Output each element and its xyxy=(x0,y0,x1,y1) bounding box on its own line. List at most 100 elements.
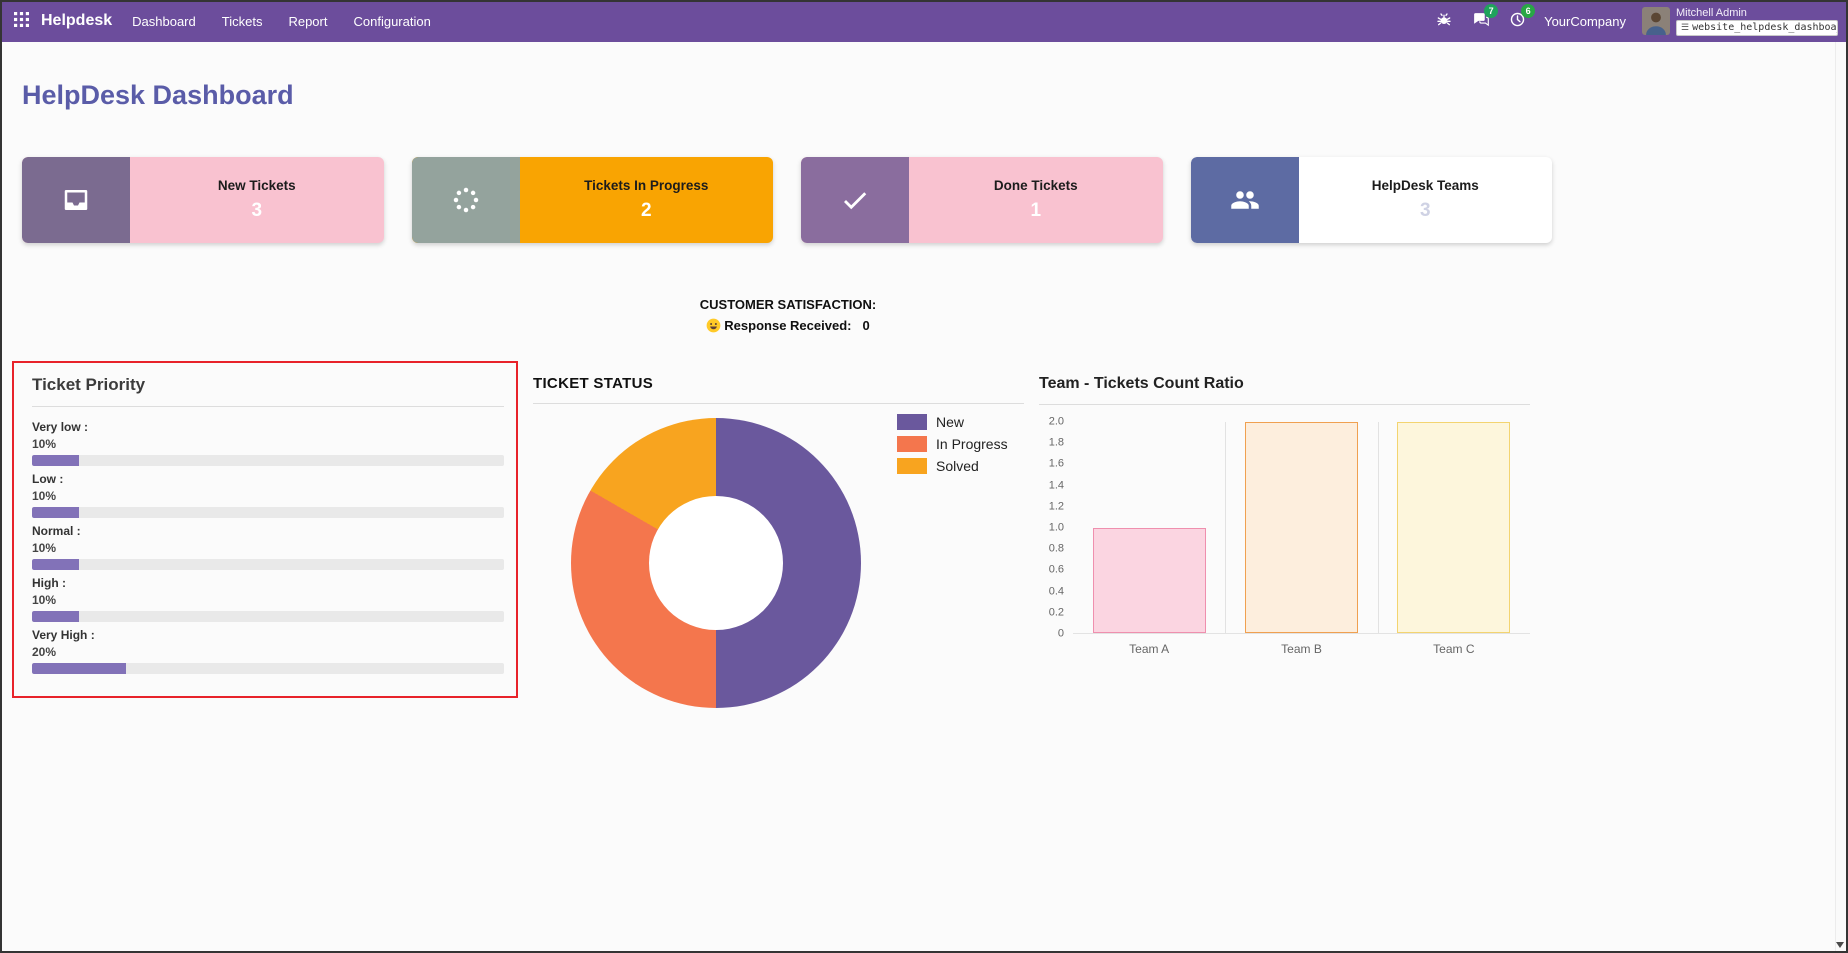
apps-menu-button[interactable] xyxy=(12,8,37,34)
priority-label: Low : xyxy=(32,472,64,486)
priority-progressbar xyxy=(32,663,504,674)
satisfaction-value: 0 xyxy=(862,318,870,333)
priority-label: High : xyxy=(32,576,66,590)
bug-icon xyxy=(1436,12,1452,31)
priority-item: Normal : 10% xyxy=(32,524,504,570)
y-tick-label: 0.4 xyxy=(1048,585,1064,598)
priority-percent: 10% xyxy=(32,437,57,451)
y-tick-label: 1.8 xyxy=(1048,436,1064,449)
ratio-plot[interactable] xyxy=(1073,422,1530,634)
priority-item: Low : 10% xyxy=(32,472,504,518)
messages-badge: 7 xyxy=(1484,4,1499,18)
messages-button[interactable]: 7 xyxy=(1470,4,1499,33)
user-name: Mitchell Admin xyxy=(1676,6,1747,19)
panels-row: Ticket Priority Very low : 10% Low : 10%… xyxy=(12,361,1530,708)
nav-item-configuration[interactable]: Configuration xyxy=(353,13,431,29)
team-ratio-title: Team - Tickets Count Ratio xyxy=(1039,375,1244,392)
scrollbar-down-arrow[interactable] xyxy=(1836,942,1844,948)
y-tick-label: 0.8 xyxy=(1048,542,1064,555)
priority-progress-fill xyxy=(32,663,127,674)
main-menu: Dashboard Tickets Report Configuration xyxy=(132,14,431,29)
kpi-label: HelpDesk Teams xyxy=(1371,178,1479,193)
priority-percent: 10% xyxy=(32,541,57,555)
nav-item-dashboard[interactable]: Dashboard xyxy=(132,13,196,29)
priority-percent: 10% xyxy=(32,489,57,503)
users-icon xyxy=(1190,157,1299,243)
debug-mode-button[interactable] xyxy=(1434,10,1454,33)
priority-progressbar xyxy=(32,559,504,570)
satisfaction-label: Response Received: xyxy=(724,318,852,333)
activities-button[interactable]: 6 xyxy=(1507,4,1536,33)
ratio-bar-team-c xyxy=(1397,422,1511,633)
vertical-scrollbar[interactable] xyxy=(1835,42,1846,951)
y-tick-label: 1.2 xyxy=(1048,500,1064,513)
customer-satisfaction-section: CUSTOMER SATISFACTION: Response Received… xyxy=(0,297,1576,333)
ratio-bar-team-b xyxy=(1245,422,1358,633)
y-tick-label: 1.6 xyxy=(1048,457,1064,470)
kpi-value: 1 xyxy=(1030,200,1042,221)
spinner-icon xyxy=(411,157,520,243)
priority-progressbar xyxy=(32,455,504,466)
priority-progressbar xyxy=(32,507,504,518)
kpi-card-done-tickets[interactable]: Done Tickets 1 xyxy=(801,157,1163,243)
clock-icon xyxy=(1509,11,1526,31)
ratio-bar-team-a xyxy=(1092,527,1206,633)
priority-panel-title: Ticket Priority xyxy=(32,375,146,394)
kpi-label: Tickets In Progress xyxy=(584,178,709,193)
y-tick-label: 1.4 xyxy=(1048,479,1064,492)
page-title: HelpDesk Dashboard xyxy=(22,80,294,110)
kpi-value: 3 xyxy=(1419,200,1431,221)
legend-label: In Progress xyxy=(936,436,1008,452)
priority-item: Very High : 20% xyxy=(32,628,504,674)
app-name[interactable]: Helpdesk xyxy=(41,12,113,29)
y-tick-label: 0 xyxy=(1057,627,1064,640)
ratio-chart: 0 0.2 0.4 0.6 0.8 1.0 1.2 1.4 1.6 1.8 2.0 Team A Te… xyxy=(1039,416,1530,656)
team-ratio-panel: Team - Tickets Count Ratio 0 0.2 0.4 0.6 0.8… xyxy=(1039,361,1530,656)
legend-label: Solved xyxy=(936,458,979,474)
priority-percent: 20% xyxy=(32,645,57,659)
legend-label: New xyxy=(936,414,965,430)
kpi-card-helpdesk-teams[interactable]: HelpDesk Teams 3 xyxy=(1190,157,1552,243)
gridline xyxy=(1225,422,1227,633)
legend-swatch xyxy=(897,458,927,474)
kpi-value: 2 xyxy=(640,200,652,221)
priority-progress-fill xyxy=(32,455,80,466)
priority-list: Very low : 10% Low : 10% Normal : 10% Hi… xyxy=(32,420,504,674)
debug-view-field[interactable]: ☰ website_helpdesk_dashboa_ xyxy=(1676,19,1838,36)
ticket-status-donut[interactable] xyxy=(571,418,861,708)
apps-grid-icon xyxy=(14,12,29,30)
kpi-card-new-tickets[interactable]: New Tickets 3 xyxy=(22,157,384,243)
ticket-status-legend: New In Progress Solved xyxy=(897,414,1008,480)
user-avatar xyxy=(1642,7,1670,35)
nav-item-tickets[interactable]: Tickets xyxy=(221,13,263,29)
priority-percent: 10% xyxy=(32,593,57,607)
x-tick-label: Team A xyxy=(1129,642,1170,656)
y-tick-label: 0.6 xyxy=(1048,563,1064,576)
legend-item: In Progress xyxy=(897,436,1008,452)
company-switcher[interactable]: YourCompany xyxy=(1544,13,1626,29)
legend-swatch xyxy=(897,436,927,452)
check-icon xyxy=(801,157,909,243)
y-tick-label: 1.0 xyxy=(1048,521,1064,534)
priority-progress-fill xyxy=(32,611,80,622)
debug-view-name: website_helpdesk_dashboa_ xyxy=(1692,22,1838,33)
user-menu[interactable]: Mitchell Admin ☰ website_helpdesk_dashbo… xyxy=(1642,7,1838,36)
ticket-status-panel: TICKET STATUS New In Progress Solved xyxy=(533,361,1024,708)
top-navbar: Helpdesk Dashboard Tickets Report Config… xyxy=(0,0,1848,42)
nav-item-report[interactable]: Report xyxy=(288,13,328,29)
kpi-label: Done Tickets xyxy=(993,178,1078,193)
priority-label: Very low : xyxy=(32,420,89,434)
legend-swatch xyxy=(897,414,927,430)
inbox-icon xyxy=(22,157,130,243)
kpi-label: New Tickets xyxy=(217,178,296,193)
kpi-card-tickets-in-progress[interactable]: Tickets In Progress 2 xyxy=(411,157,773,243)
ratio-yaxis: 0 0.2 0.4 0.6 0.8 1.0 1.2 1.4 1.6 1.8 2.0 xyxy=(1039,416,1073,639)
smiley-icon xyxy=(706,318,721,333)
dashboard-main: HelpDesk Dashboard New Tickets 3 Tickets… xyxy=(0,80,1848,708)
legend-item: New xyxy=(897,414,1008,430)
priority-label: Very High : xyxy=(32,628,95,642)
priority-item: High : 10% xyxy=(32,576,504,622)
priority-progress-fill xyxy=(32,507,80,518)
kpi-value: 3 xyxy=(251,200,263,221)
ratio-xaxis: Team A Team B Team C xyxy=(1073,642,1530,656)
